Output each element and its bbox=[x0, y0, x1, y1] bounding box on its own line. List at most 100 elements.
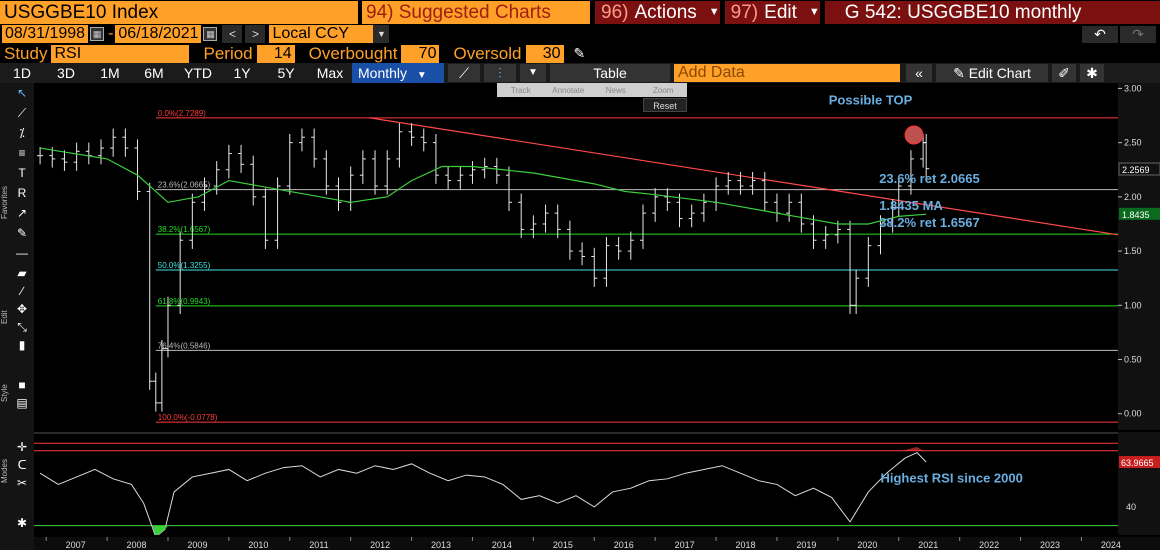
chevron-down-icon: ▼ bbox=[808, 5, 820, 18]
edit-layout-icon[interactable]: ✐ bbox=[1052, 64, 1076, 82]
ohlc-bar bbox=[810, 215, 817, 249]
currency-select[interactable]: Local CCY bbox=[269, 25, 374, 43]
ohlc-bar bbox=[579, 242, 586, 266]
period-max[interactable]: Max bbox=[316, 65, 344, 81]
line-chart-icon[interactable]: ⟋ bbox=[448, 64, 480, 82]
calendar-icon[interactable]: ▦ bbox=[90, 27, 105, 41]
start-date-field[interactable]: 08/31/1998 bbox=[2, 25, 89, 43]
chevron-down-icon[interactable]: ▼ bbox=[373, 25, 390, 43]
ohlc-bar bbox=[865, 236, 872, 287]
period-1d[interactable]: 1D bbox=[13, 65, 31, 81]
text-tool-icon[interactable]: T bbox=[18, 166, 26, 180]
x-tick-label: 2017 bbox=[675, 540, 695, 550]
period-6m[interactable]: 6M bbox=[144, 65, 164, 81]
ruler-icon[interactable]: R bbox=[17, 186, 27, 200]
study-field[interactable]: RSI bbox=[51, 44, 190, 63]
trend-line bbox=[368, 117, 1119, 236]
ohlc-bar bbox=[749, 171, 756, 195]
ohlc-bar bbox=[895, 177, 902, 217]
news-tool[interactable]: News bbox=[605, 85, 626, 95]
move-icon[interactable]: ✥ bbox=[16, 302, 28, 316]
ohlc-bar bbox=[134, 139, 141, 201]
suggested-charts-button[interactable]: 94) Suggested Charts bbox=[362, 0, 590, 24]
ohlc-bar bbox=[432, 133, 439, 184]
ohlc-bar bbox=[384, 150, 391, 195]
period-3d[interactable]: 3D bbox=[57, 65, 75, 81]
x-tick-label: 2020 bbox=[857, 540, 877, 550]
chevron-down-icon[interactable]: ▼ bbox=[520, 64, 546, 82]
period-field[interactable]: 14 bbox=[256, 44, 295, 63]
period-ytd[interactable]: YTD bbox=[184, 65, 212, 81]
chart-annotation: 38.2% ret 1.6567 bbox=[879, 215, 979, 230]
date-separator: - bbox=[108, 25, 114, 42]
trash-icon[interactable]: ▮ bbox=[18, 338, 26, 352]
zoom-tool[interactable]: Zoom bbox=[653, 85, 674, 95]
channel-tool-icon[interactable]: ▰ bbox=[17, 266, 27, 280]
line-style-icon[interactable]: ▤ bbox=[16, 396, 28, 410]
period-5y[interactable]: 5Y bbox=[277, 65, 295, 81]
next-period-icon[interactable]: > bbox=[245, 25, 266, 43]
pen-tool-icon[interactable]: ✎ bbox=[16, 226, 28, 240]
overbought-fill bbox=[901, 446, 924, 451]
collapse-icon[interactable]: « bbox=[906, 64, 932, 82]
cursor-icon[interactable]: ↖ bbox=[16, 86, 28, 100]
ohlc-bar bbox=[311, 128, 318, 168]
period-1m[interactable]: 1M bbox=[100, 65, 120, 81]
ohlc-bar bbox=[506, 166, 513, 211]
frequency-select[interactable]: Monthly ▼ bbox=[352, 63, 444, 83]
bar-chart-icon[interactable]: ⫶ bbox=[484, 64, 516, 82]
annotate-tool[interactable]: Annotate bbox=[552, 85, 585, 95]
chart-title: G 542: USGGBE10 monthly bbox=[824, 0, 1160, 24]
redo-icon[interactable]: ↷ bbox=[1120, 25, 1156, 43]
ohlc-bar bbox=[853, 269, 860, 314]
period-1y[interactable]: 1Y bbox=[233, 65, 251, 81]
ohlc-bar bbox=[189, 193, 196, 249]
rsi-chart[interactable]: Highest RSI since 2000 40 63.9665 bbox=[34, 432, 1160, 535]
line-tool-icon[interactable]: ⟋ bbox=[17, 106, 27, 120]
calendar-icon[interactable]: ▦ bbox=[203, 27, 218, 41]
ohlc-bar bbox=[359, 150, 366, 184]
edit-menu[interactable]: 97) Edit ▼ bbox=[724, 0, 820, 24]
oversold-field[interactable]: 30 bbox=[525, 44, 564, 63]
actions-label: Actions bbox=[634, 1, 697, 23]
x-tick-label: 2012 bbox=[370, 540, 390, 550]
ohlc-bar bbox=[493, 157, 500, 184]
pencil-icon[interactable]: ✎ bbox=[573, 45, 586, 61]
brush-icon[interactable]: ∕ bbox=[20, 284, 23, 298]
fill-color-icon[interactable]: ■ bbox=[18, 378, 26, 392]
ticker-field[interactable]: USGGBE10 Index bbox=[0, 0, 358, 24]
x-tick-label: 2008 bbox=[127, 540, 147, 550]
chart-background bbox=[34, 83, 1160, 430]
gear-icon[interactable]: ✱ bbox=[1080, 64, 1104, 82]
crosshair-icon[interactable]: ✛ bbox=[16, 440, 28, 454]
prev-period-icon[interactable]: < bbox=[222, 25, 243, 43]
percent-tool-icon[interactable]: ⁒ bbox=[19, 126, 25, 140]
resize-icon[interactable]: ⤡ bbox=[17, 320, 27, 334]
y-tick-label: 0.00 bbox=[1124, 409, 1142, 419]
track-tool[interactable]: Track bbox=[510, 85, 531, 95]
pencil-icon: ✎ bbox=[953, 65, 969, 81]
sync-icon[interactable]: ✂ bbox=[16, 476, 28, 490]
rsi-background bbox=[34, 432, 1160, 535]
hline-tool-icon[interactable]: — bbox=[16, 246, 28, 260]
ohlc-bar bbox=[664, 188, 671, 211]
last-price-tag bbox=[1118, 162, 1160, 176]
x-tick-label: 2023 bbox=[1040, 540, 1060, 550]
undo-icon[interactable]: ↶ bbox=[1082, 25, 1118, 43]
price-chart[interactable]: 0.0%(2.7289) 23.6%(2.0665) 38.2%(1.6567) 50… bbox=[34, 83, 1160, 430]
fib-tool-icon[interactable]: ≡ bbox=[18, 146, 26, 160]
actions-menu[interactable]: 96) Actions ▼ bbox=[595, 0, 720, 24]
end-date-field[interactable]: 06/18/2021 bbox=[115, 25, 202, 43]
add-data-field[interactable]: Add Data bbox=[674, 64, 900, 82]
ohlc-bar bbox=[158, 339, 165, 412]
arrow-tool-icon[interactable]: ↗ bbox=[16, 206, 28, 220]
settings-icon[interactable]: ✱ bbox=[16, 516, 28, 530]
table-button[interactable]: Table bbox=[550, 64, 670, 82]
x-tick-label: 2015 bbox=[553, 540, 573, 550]
edit-chart-button[interactable]: ✎ Edit Chart bbox=[936, 64, 1048, 82]
overbought-field[interactable]: 70 bbox=[401, 44, 440, 63]
reset-button[interactable]: Reset bbox=[643, 98, 687, 112]
magnet-icon[interactable]: ᑕ bbox=[17, 458, 27, 472]
x-tick-label: 2016 bbox=[614, 540, 634, 550]
oversold-label: Oversold bbox=[453, 43, 522, 63]
